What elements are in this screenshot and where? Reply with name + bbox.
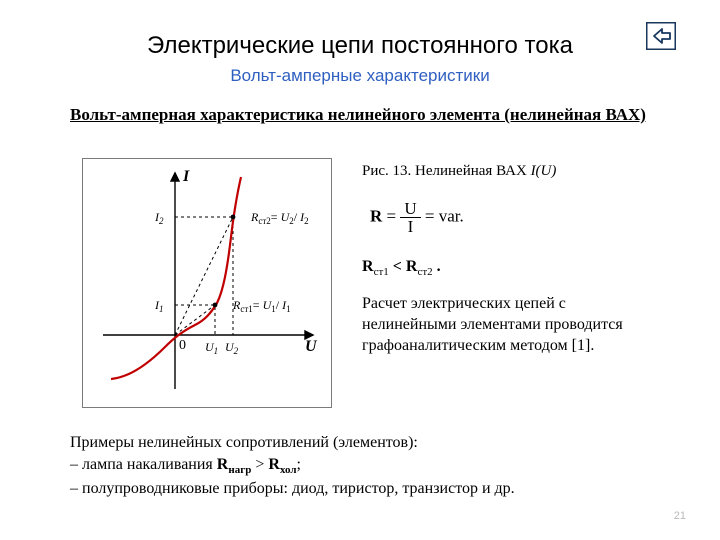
section-heading: Вольт-амперная характеристика нелинейног… [70,104,650,125]
svg-text:U1: U1 [205,340,218,356]
svg-text:I2: I2 [154,210,164,226]
svg-text:0: 0 [179,338,186,353]
caption-func: I(U) [531,163,557,179]
formula-eq1: = [387,206,401,225]
figure-caption: Рис. 13. Нелинейная ВАХ I(U) [362,163,556,180]
svg-text:Rст1= U1/ I1: Rст1= U1/ I1 [232,298,291,314]
svg-text:U2: U2 [225,340,239,356]
svg-text:U: U [305,338,318,355]
formula-R: R = U I = var. [370,200,464,235]
formula-rhs: = var. [425,206,464,225]
svg-text:Rст2= U2/ I2: Rст2= U2/ I2 [250,210,309,226]
svg-text:I1: I1 [154,298,164,314]
formula-den: I [400,218,420,235]
examples-line1: – лампа накаливания Rнагр > Rхол; [70,454,650,478]
vac-chart: I U 0 I1 I2 U1 U2 Rст1= U1/ I1 Rст2= U2/… [82,158,332,408]
slide-page: Электрические цепи постоянного тока Воль… [0,0,720,540]
inequality: Rст1 < Rст2 . [362,258,441,278]
examples-line2: – полупроводниковые приборы: диод, тирис… [70,478,650,500]
body-text: Расчет электрических цепей с нелинейными… [362,294,662,356]
page-title: Электрические цепи постоянного тока [0,32,720,60]
page-subtitle: Вольт-амперные характеристики [0,66,720,86]
page-number: 21 [674,510,686,522]
formula-lhs: R [370,206,382,225]
formula-num: U [400,200,420,218]
examples-block: Примеры нелинейных сопротивлений (элемен… [70,432,650,499]
svg-text:I: I [182,168,190,185]
caption-prefix: Рис. 13. Нелинейная ВАХ [362,163,531,179]
examples-intro: Примеры нелинейных сопротивлений (элемен… [70,432,650,454]
